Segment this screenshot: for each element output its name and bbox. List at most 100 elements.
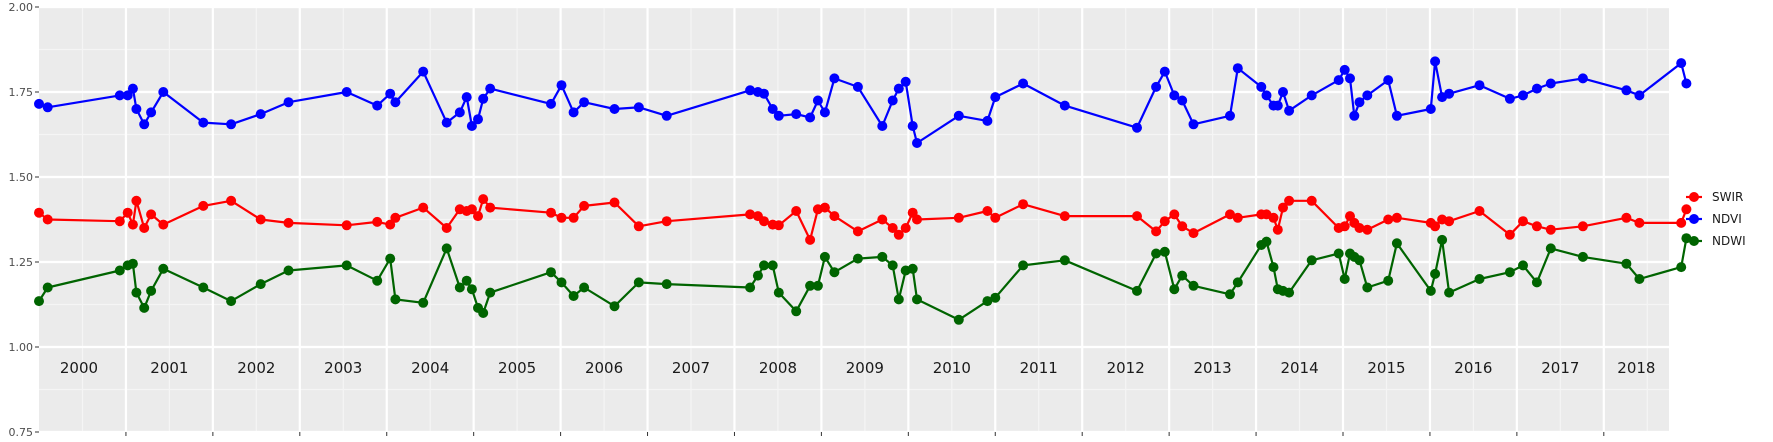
data-point-ndwi [1306, 255, 1317, 266]
data-point-swir [146, 209, 157, 220]
data-point-swir [1339, 221, 1350, 232]
data-point-ndvi [546, 98, 556, 109]
data-point-ndwi [146, 285, 157, 296]
data-point-swir [127, 219, 138, 230]
data-point-ndvi [1444, 88, 1455, 99]
data-point-ndwi [661, 279, 672, 290]
data-point-swir [441, 223, 452, 233]
data-point-ndvi [1362, 90, 1373, 101]
data-point-swir [893, 229, 904, 240]
data-point-ndvi [122, 90, 133, 101]
data-point-swir [745, 209, 756, 220]
data-point-ndwi [1362, 282, 1373, 293]
data-point-ndwi [1188, 280, 1199, 291]
data-point-swir [609, 197, 620, 208]
data-point-ndvi [609, 104, 620, 114]
data-point-ndwi [1232, 277, 1243, 288]
data-point-ndvi [198, 117, 209, 128]
data-point-ndvi [473, 114, 483, 125]
data-point-swir [198, 200, 209, 211]
data-point-ndwi [385, 253, 396, 264]
data-point-swir [1354, 223, 1365, 233]
data-point-swir [1188, 228, 1199, 239]
data-point-swir [1159, 216, 1170, 227]
data-point-swir [633, 221, 644, 232]
data-point-ndvi [579, 97, 590, 108]
data-point-ndwi [819, 251, 830, 262]
data-point-ndvi [42, 102, 53, 113]
data-point-swir [1430, 221, 1441, 232]
data-point-swir [1132, 211, 1142, 222]
data-point-swir [139, 223, 150, 233]
data-point-ndvi [900, 76, 911, 87]
data-point-swir [226, 195, 237, 206]
data-point-ndvi [139, 119, 150, 130]
data-point-ndwi [1354, 255, 1365, 266]
data-point-swir [1444, 216, 1455, 227]
data-point-swir [1518, 216, 1528, 227]
data-point-ndwi [568, 291, 579, 301]
data-point-swir [385, 219, 396, 230]
data-point-ndvi [1518, 90, 1528, 101]
data-point-ndvi [385, 88, 396, 99]
data-point-ndvi [466, 121, 477, 131]
data-point-ndvi [1349, 110, 1360, 121]
data-point-ndvi [158, 87, 169, 97]
data-point-ndvi [1354, 97, 1365, 108]
data-point-ndwi [1225, 289, 1235, 300]
data-point-ndwi [767, 260, 778, 271]
data-point-ndwi [752, 270, 763, 281]
data-point-swir [1177, 221, 1188, 232]
data-point-swir [912, 214, 922, 225]
data-point-ndwi [42, 282, 53, 293]
data-point-ndwi [609, 301, 620, 312]
data-point-ndvi [1018, 78, 1029, 89]
data-point-swir [341, 220, 352, 231]
data-point-swir [34, 207, 44, 218]
year-label: 2011 [1020, 359, 1058, 377]
data-point-swir [473, 211, 483, 222]
data-point-swir [158, 219, 169, 230]
data-point-ndvi [990, 92, 1001, 103]
y-tick-label: 0.75 [9, 426, 34, 439]
legend-key-point-ndvi [1689, 214, 1699, 224]
data-point-ndwi [877, 251, 888, 262]
data-point-ndvi [1430, 56, 1441, 67]
y-tick-label: 2.00 [9, 1, 34, 14]
data-point-swir [982, 206, 993, 216]
data-point-swir [1151, 226, 1162, 237]
legend-key-point-swir [1689, 192, 1699, 202]
data-point-swir [829, 211, 840, 222]
data-point-swir [1284, 195, 1295, 206]
data-point-ndwi [485, 287, 496, 298]
y-axis: 0.75 1.00 1.25 1.50 1.75 2.00 [9, 1, 39, 439]
data-point-ndwi [198, 282, 209, 293]
data-point-ndvi [372, 100, 383, 111]
data-point-ndvi [114, 90, 125, 101]
data-point-ndwi [1430, 268, 1441, 279]
data-point-ndvi [953, 110, 964, 121]
data-point-ndwi [478, 308, 489, 318]
data-point-ndvi [441, 117, 452, 128]
data-point-ndvi [1545, 78, 1556, 89]
year-label: 2003 [324, 359, 362, 377]
data-point-swir [372, 216, 383, 227]
data-point-ndvi [127, 83, 138, 94]
data-point-ndvi [1284, 105, 1295, 116]
data-point-swir [1577, 221, 1588, 232]
data-point-ndwi [1159, 246, 1170, 257]
data-point-swir [1306, 195, 1317, 206]
data-point-ndwi [1545, 243, 1556, 254]
data-point-swir [283, 217, 294, 228]
data-point-ndwi [1531, 277, 1542, 288]
data-point-ndwi [1504, 267, 1515, 278]
data-point-ndwi [1059, 255, 1070, 266]
data-point-swir [546, 207, 556, 218]
data-point-ndwi [139, 302, 150, 313]
data-point-ndvi [773, 110, 784, 121]
legend-label-ndwi: NDWI [1712, 234, 1746, 248]
data-point-swir [131, 195, 142, 206]
data-point-ndvi [877, 121, 888, 131]
data-point-ndwi [982, 296, 993, 307]
year-label: 2007 [672, 359, 710, 377]
